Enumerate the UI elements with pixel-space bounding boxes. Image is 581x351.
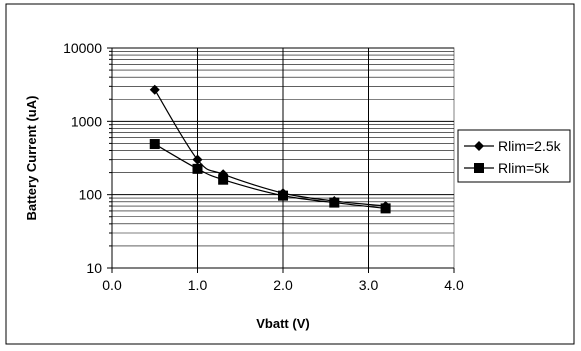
y-tick-label: 100 bbox=[79, 187, 103, 203]
square-marker bbox=[278, 190, 288, 201]
legend-square-icon bbox=[474, 163, 484, 173]
x-tick-label: 4.0 bbox=[444, 277, 464, 293]
legend: Rlim=2.5k Rlim=5k bbox=[457, 129, 571, 183]
square-marker bbox=[149, 139, 160, 150]
legend-label: Rlim=5k bbox=[498, 160, 550, 176]
legend-item: Rlim=2.5k bbox=[464, 138, 562, 154]
square-marker bbox=[329, 197, 340, 208]
diamond-marker bbox=[149, 84, 160, 95]
x-tick-label: 2.0 bbox=[273, 277, 293, 293]
axes bbox=[107, 47, 455, 273]
legend-item: Rlim=5k bbox=[464, 160, 550, 176]
square-marker bbox=[218, 174, 229, 185]
x-tick-label: 0.0 bbox=[102, 277, 122, 293]
legend-label: Rlim=2.5k bbox=[498, 138, 562, 154]
y-axis-title: Battery Current (uA) bbox=[24, 96, 39, 221]
y-tick-label: 10 bbox=[86, 260, 102, 276]
x-axis-title: Vbatt (V) bbox=[256, 316, 309, 331]
square-marker bbox=[192, 163, 203, 174]
tick-labels: 0.0 1.0 2.0 3.0 4.0 10 100 1000 10000 bbox=[63, 40, 464, 293]
x-tick-label: 3.0 bbox=[359, 277, 379, 293]
x-tick-label: 1.0 bbox=[188, 277, 208, 293]
y-tick-label: 1000 bbox=[71, 113, 102, 129]
grid-lines bbox=[112, 47, 454, 268]
legend-diamond-icon bbox=[474, 141, 484, 151]
series-2 bbox=[149, 139, 391, 214]
square-marker bbox=[380, 203, 391, 214]
y-tick-label: 10000 bbox=[63, 40, 102, 56]
diamond-marker bbox=[192, 154, 203, 165]
legend-box bbox=[457, 129, 571, 183]
data-series bbox=[149, 84, 391, 214]
